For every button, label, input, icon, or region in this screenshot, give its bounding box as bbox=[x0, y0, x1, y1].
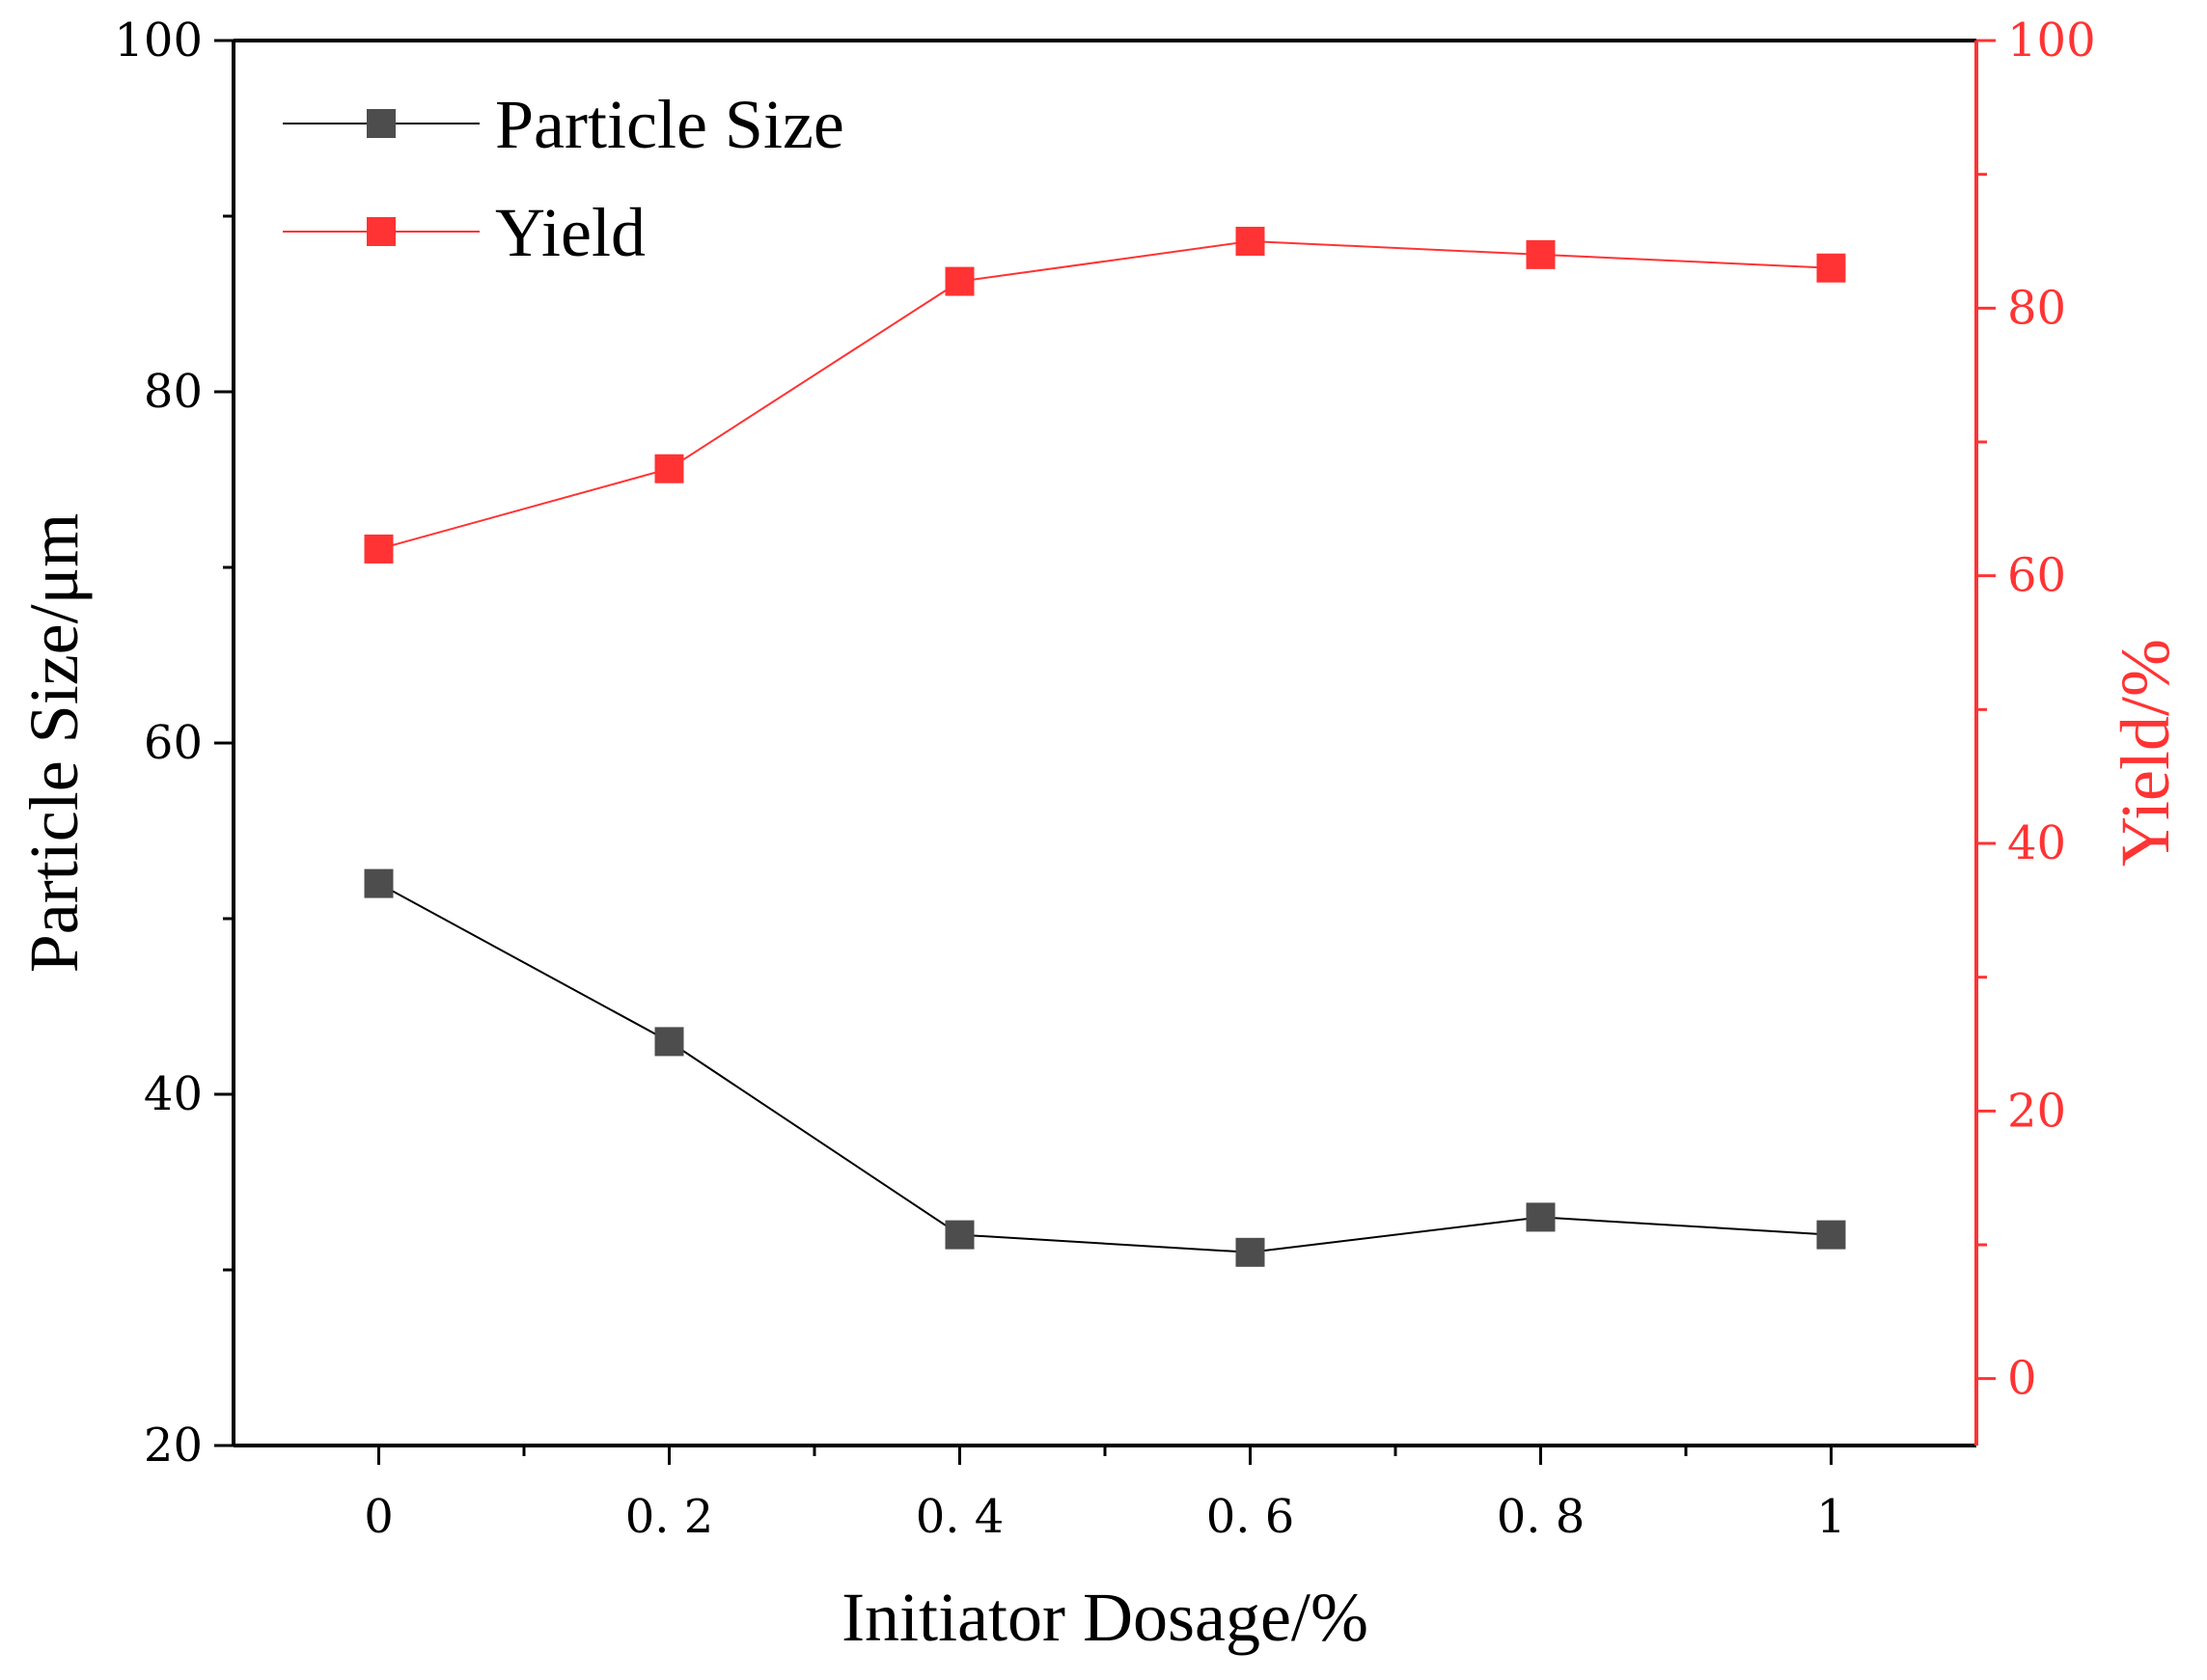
data-point bbox=[945, 266, 975, 296]
data-point bbox=[945, 1220, 975, 1250]
x-tick-label: 0 bbox=[364, 1490, 394, 1544]
left-y-tick-label: 100 bbox=[114, 14, 203, 68]
data-point bbox=[1816, 253, 1846, 283]
legend-marker bbox=[367, 217, 396, 246]
series-markers bbox=[364, 227, 1846, 1267]
left-y-tick-label: 40 bbox=[144, 1067, 203, 1121]
right-y-tick-label: 40 bbox=[2007, 816, 2066, 870]
legend-label: Particle Size bbox=[495, 86, 844, 163]
data-point bbox=[1235, 227, 1265, 256]
right-y-tick-label: 20 bbox=[2007, 1084, 2066, 1138]
right-y-axis-title: Yield/% bbox=[2107, 639, 2184, 867]
right-y-tick-label: 0 bbox=[2007, 1352, 2037, 1406]
x-tick-label: 0. 2 bbox=[625, 1490, 714, 1544]
data-point bbox=[1526, 1202, 1556, 1232]
legend: Particle Size Yield bbox=[283, 86, 844, 271]
right-y-tick-label: 80 bbox=[2007, 281, 2066, 335]
legend-marker bbox=[367, 109, 396, 138]
series-lines bbox=[378, 239, 1832, 1253]
left-y-tick-label: 80 bbox=[144, 365, 203, 419]
data-point bbox=[1816, 1220, 1846, 1250]
data-point bbox=[364, 868, 394, 898]
legend-label: Yield bbox=[495, 194, 646, 271]
x-axis-title: Initiator Dosage/% bbox=[841, 1579, 1368, 1656]
data-point bbox=[654, 454, 684, 483]
data-point bbox=[364, 534, 394, 564]
left-y-tick-label: 60 bbox=[144, 716, 203, 770]
series-line-1 bbox=[378, 239, 1832, 550]
x-tick-label: 0. 8 bbox=[1497, 1490, 1586, 1544]
x-tick-label: 1 bbox=[1816, 1490, 1846, 1544]
x-tick-label: 0. 6 bbox=[1206, 1490, 1295, 1544]
series-line-0 bbox=[378, 882, 1832, 1253]
left-y-tick-label: 20 bbox=[144, 1418, 203, 1473]
data-point bbox=[654, 1027, 684, 1057]
x-tick-label: 0. 4 bbox=[916, 1490, 1005, 1544]
right-y-tick-label: 60 bbox=[2007, 549, 2066, 603]
data-point bbox=[1526, 239, 1556, 269]
axes: 0 0. 2 0. 4 0. 6 0. 8 1 20 40 60 80 100 0 20 40 60 80 10… bbox=[114, 14, 2095, 1544]
left-y-axis-title: Particle Size/μm bbox=[15, 513, 93, 973]
right-y-tick-label: 100 bbox=[2007, 14, 2096, 68]
data-point bbox=[1235, 1237, 1265, 1267]
